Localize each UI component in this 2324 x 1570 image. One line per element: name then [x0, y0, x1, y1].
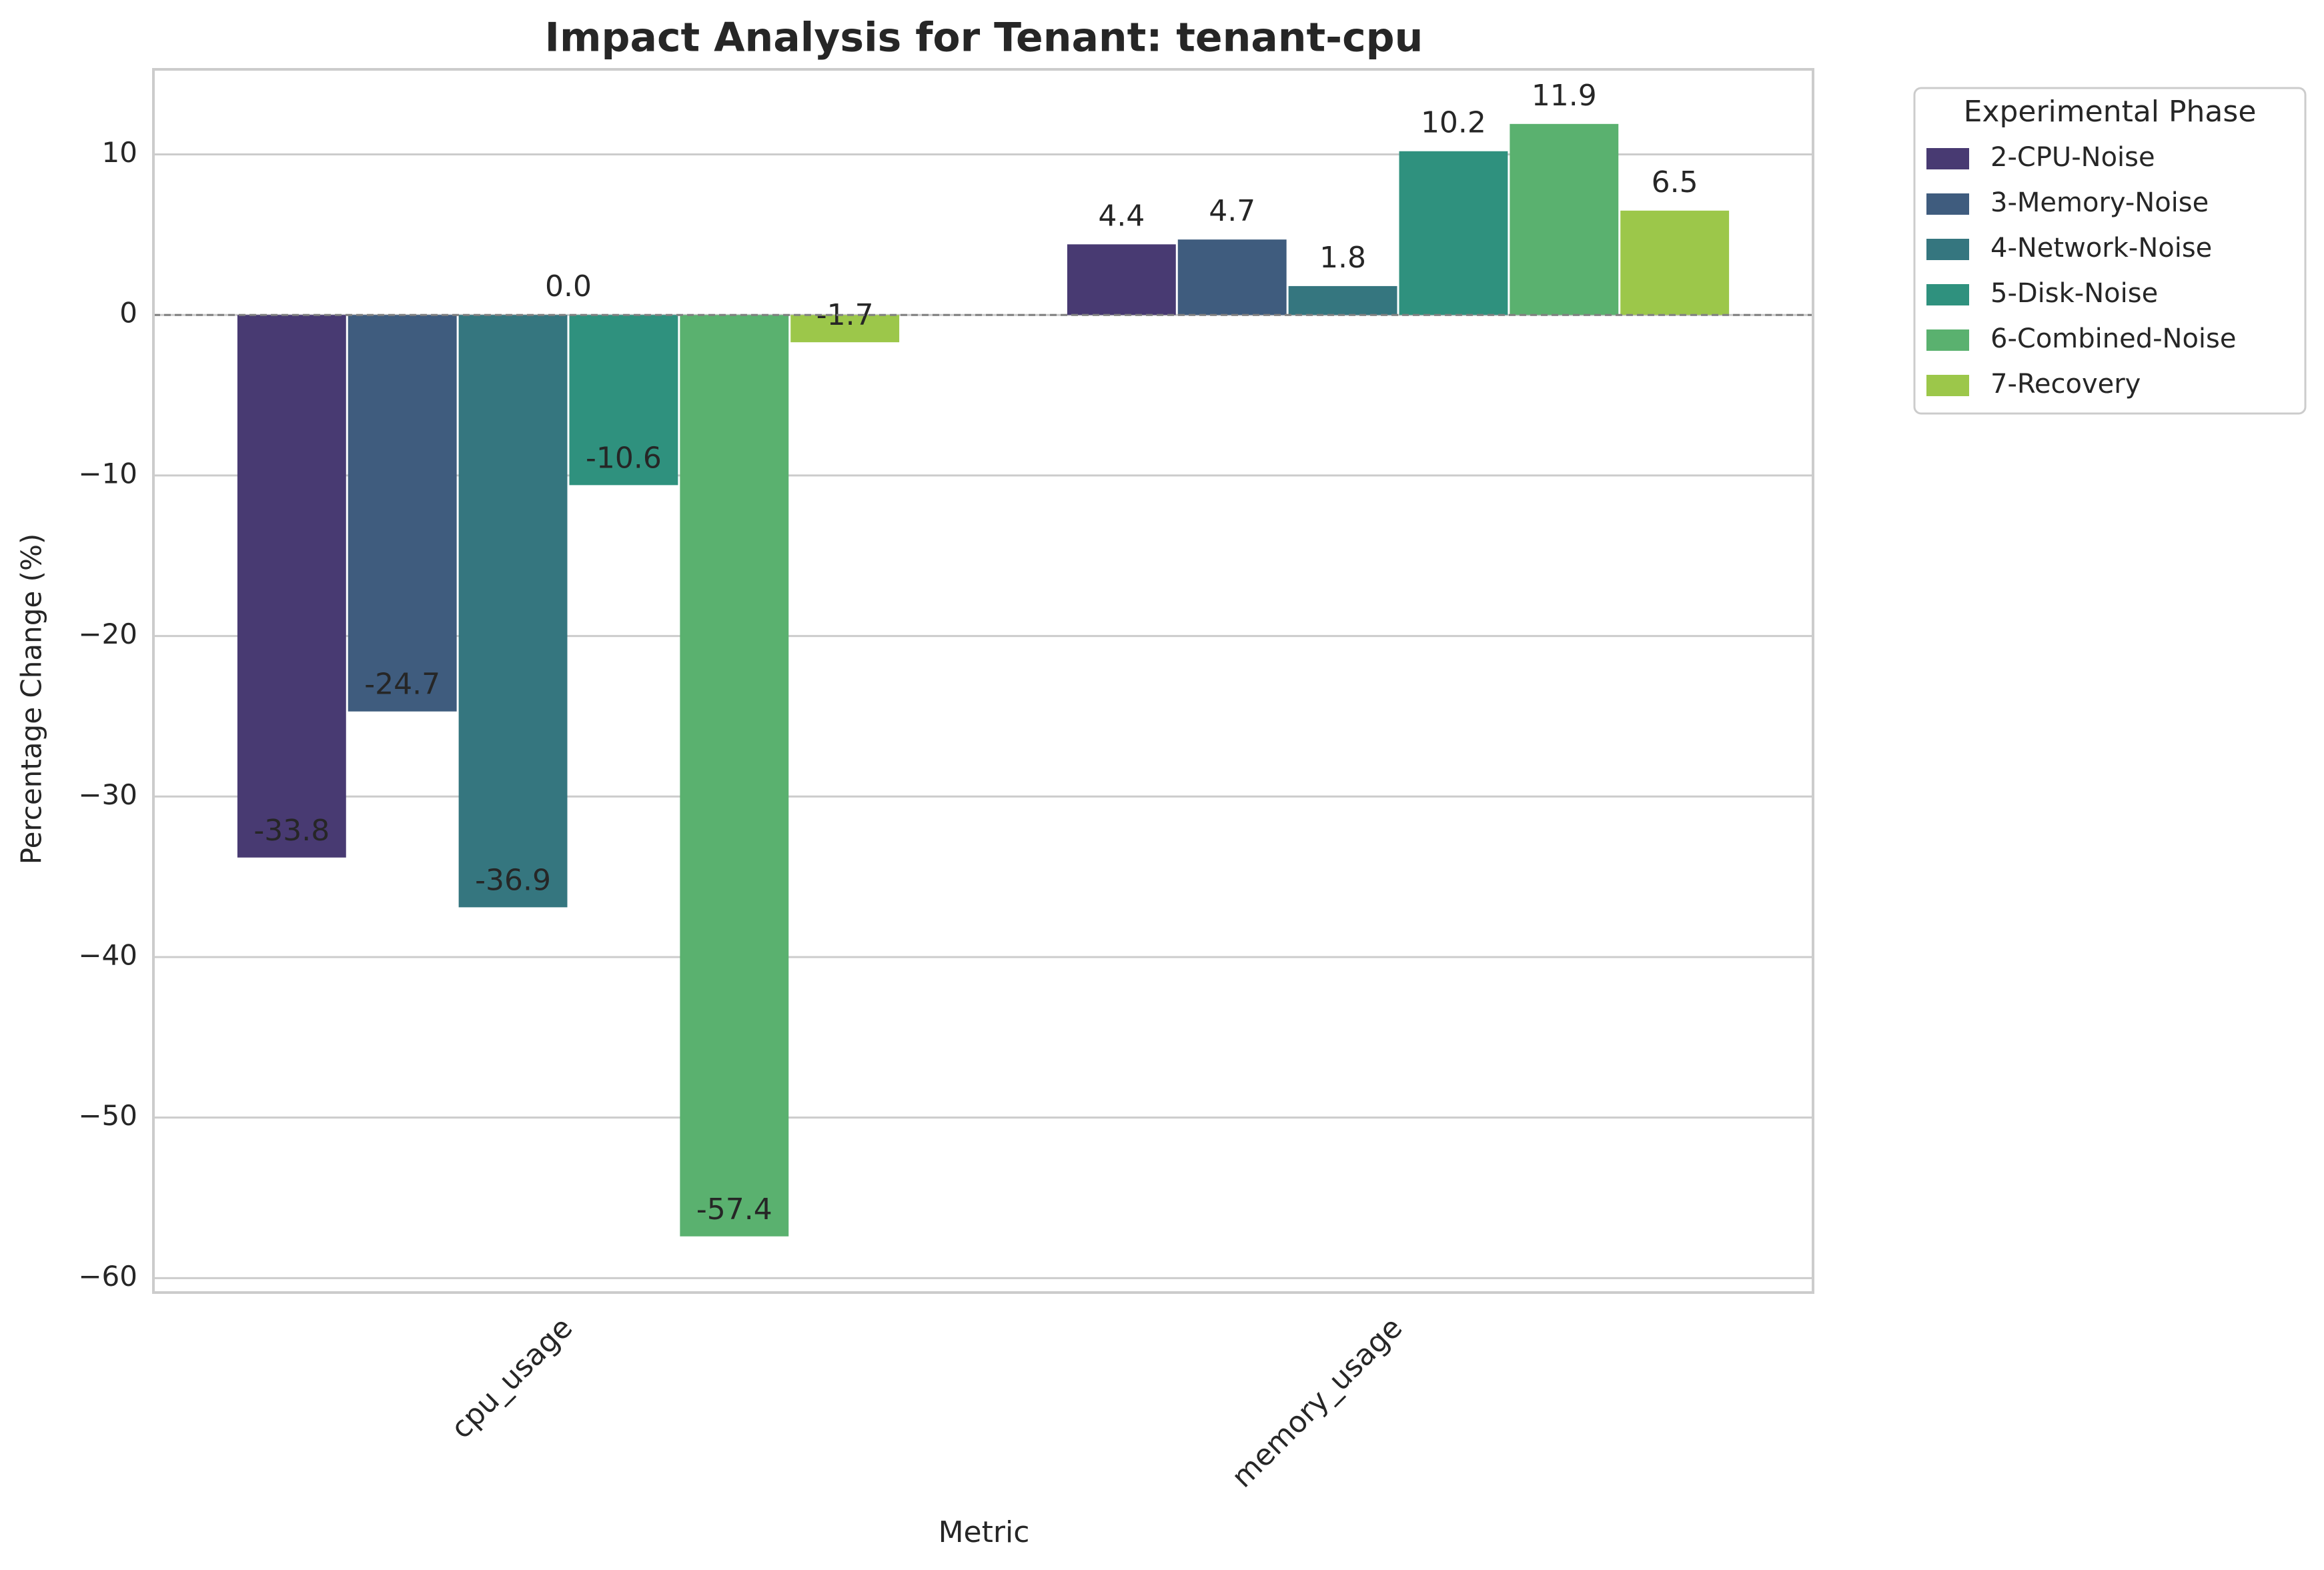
legend-swatch [1926, 284, 1969, 305]
y-tick-label: −10 [78, 457, 137, 490]
legend-entry: 6-Combined-Noise [1990, 323, 2237, 354]
bar-7-recovery-memory-usage [1620, 210, 1730, 315]
legend-entry: 5-Disk-Noise [1990, 278, 2158, 309]
legend-swatch [1926, 239, 1969, 260]
bar-3-memory-noise-cpu-usage [348, 315, 457, 712]
legend-swatch [1926, 375, 1969, 396]
data-label: 6.5 [1652, 165, 1698, 199]
data-label: 4.7 [1209, 194, 1255, 228]
bar-7-recovery-cpu-usage [790, 315, 900, 343]
y-tick-label: −20 [78, 618, 137, 650]
legend: Experimental Phase 2-CPU-Noise 3-Memory-N… [1913, 87, 2307, 415]
legend-entry: 3-Memory-Noise [1990, 187, 2209, 218]
bar-5-disk-noise-cpu-usage [569, 315, 678, 486]
plot-frame [152, 68, 1814, 1294]
legend-swatch [1926, 148, 1969, 169]
legend-items: 2-CPU-Noise 3-Memory-Noise 4-Network-Noise… [1926, 142, 2237, 400]
bar-layer [237, 123, 1730, 1237]
legend-swatch [1926, 193, 1969, 215]
bar-4-network-noise-cpu-usage [458, 315, 568, 908]
bar-6-combined-noise-cpu-usage [680, 315, 789, 1237]
data-label: -1.7 [816, 298, 874, 332]
bar-2-cpu-noise-cpu-usage [237, 315, 346, 858]
data-label: -36.9 [475, 863, 551, 897]
bar-4-network-noise-memory-usage [1288, 285, 1397, 315]
legend-entry: 2-CPU-Noise [1990, 142, 2155, 173]
y-tick-label: −30 [78, 778, 137, 811]
legend-title: Experimental Phase [1964, 95, 2257, 129]
data-label-layer: -33.8 4.4 -24.7 4.7 -36.9 1.8 -10.6 10.2 -57.4 11… [253, 79, 1698, 1227]
x-axis-label: Metric [939, 1515, 1030, 1549]
legend-entry: 4-Network-Noise [1990, 233, 2212, 263]
data-label: -57.4 [696, 1193, 772, 1227]
legend-entry: 7-Recovery [1990, 369, 2141, 400]
data-label: 10.2 [1421, 106, 1486, 140]
data-label: -10.6 [586, 441, 662, 475]
y-tick-label: −60 [78, 1260, 137, 1293]
legend-frame [1913, 87, 2307, 415]
bar-6-combined-noise-memory-usage [1510, 123, 1619, 315]
bar-3-memory-noise-memory-usage [1177, 239, 1287, 315]
zero-annotation: 0.0 [545, 269, 592, 303]
y-tick-label: −40 [78, 938, 137, 971]
legend-swatch [1926, 329, 1969, 351]
y-axis-label: Percentage Change (%) [15, 534, 48, 864]
data-label: 1.8 [1319, 241, 1366, 275]
data-label: -33.8 [253, 814, 330, 848]
data-label: 4.4 [1098, 199, 1145, 233]
y-tick-label: 10 [102, 136, 137, 169]
bar-2-cpu-noise-memory-usage [1067, 244, 1176, 315]
chart-title: Impact Analysis for Tenant: tenant-cpu [545, 15, 1423, 61]
bar-5-disk-noise-memory-usage [1399, 151, 1508, 315]
y-tick-label: −50 [78, 1099, 137, 1132]
y-tick-label: 0 [119, 297, 137, 329]
data-label: -24.7 [364, 668, 440, 702]
data-label: 11.9 [1532, 79, 1597, 113]
